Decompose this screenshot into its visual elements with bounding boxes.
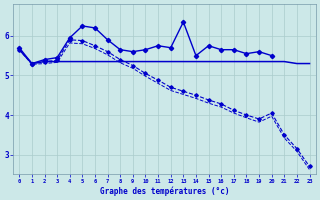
X-axis label: Graphe des températures (°c): Graphe des températures (°c) <box>100 186 229 196</box>
